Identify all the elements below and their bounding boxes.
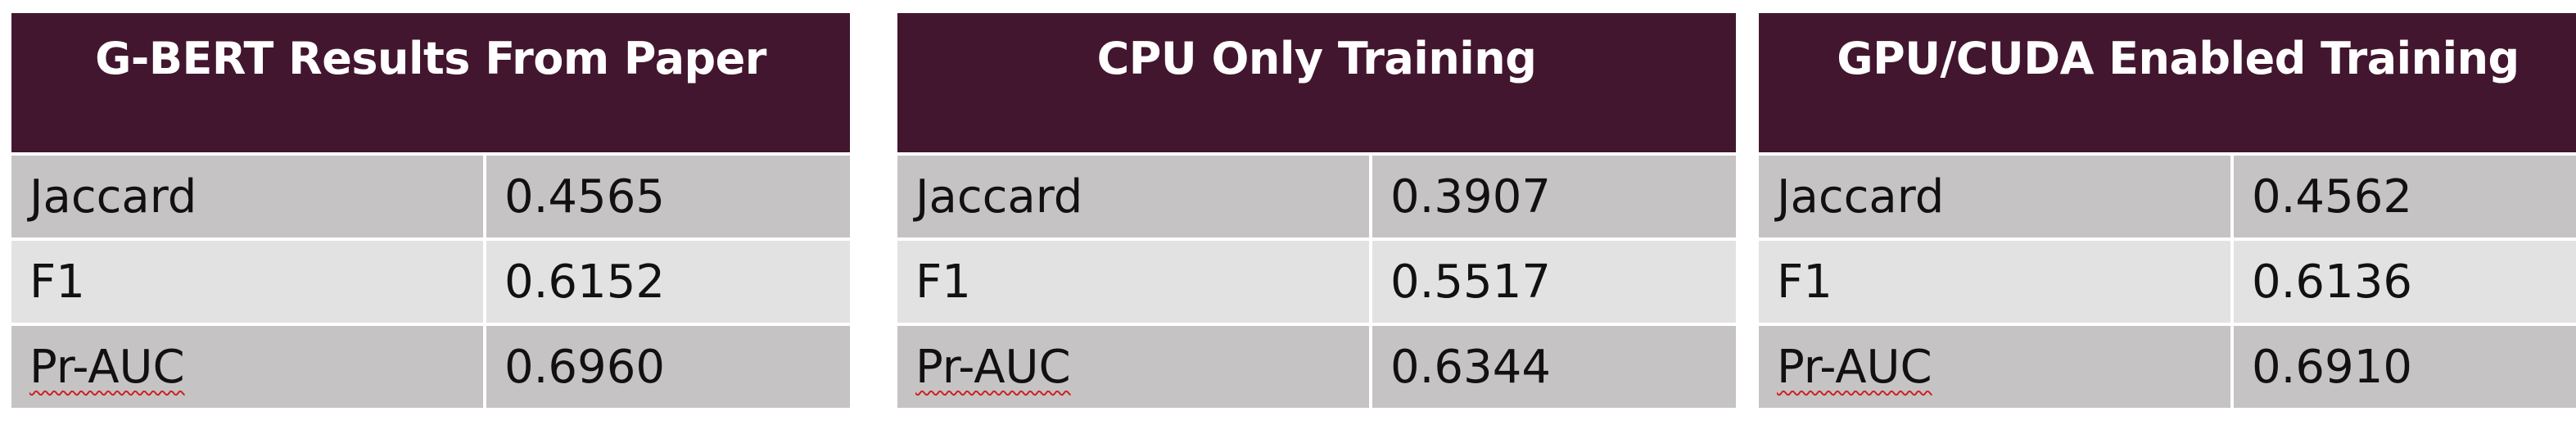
metric-value: 0.6344 (1369, 323, 1739, 411)
results-table-paper: G-BERT Results From Paper Jaccard 0.4565… (8, 10, 853, 411)
metric-value: 0.4562 (2230, 152, 2576, 241)
metric-value: 0.4565 (483, 152, 853, 241)
metric-name-text: Pr-AUC (915, 340, 1071, 394)
table-row: Pr-AUC 0.6960 (8, 323, 853, 411)
table-row: Jaccard 0.3907 (894, 152, 1739, 241)
metric-name: F1 (8, 237, 486, 326)
table-row: Pr-AUC 0.6344 (894, 323, 1739, 411)
metric-name: Pr-AUC (894, 323, 1372, 411)
table-row: Jaccard 0.4562 (1756, 152, 2576, 241)
metric-value: 0.5517 (1369, 237, 1739, 326)
metric-name: Pr-AUC (8, 323, 486, 411)
metric-value: 0.6960 (483, 323, 853, 411)
table-row: F1 0.6152 (8, 237, 853, 326)
metric-name: F1 (1756, 237, 2234, 326)
table-header: CPU Only Training (894, 10, 1739, 156)
results-table-cpu: CPU Only Training Jaccard 0.3907 F1 0.55… (894, 10, 1739, 411)
metric-name: Jaccard (894, 152, 1372, 241)
metric-value: 0.6136 (2230, 237, 2576, 326)
metric-value: 0.6152 (483, 237, 853, 326)
metric-name-text: Pr-AUC (29, 340, 185, 394)
metric-name-text: Pr-AUC (1777, 340, 1932, 394)
table-row: F1 0.6136 (1756, 237, 2576, 326)
results-table-gpu: GPU/CUDA Enabled Training Jaccard 0.4562… (1755, 10, 2576, 411)
metric-name: Pr-AUC (1756, 323, 2234, 411)
metric-name: Jaccard (8, 152, 486, 241)
table-row: Jaccard 0.4565 (8, 152, 853, 241)
table-header: GPU/CUDA Enabled Training (1755, 10, 2576, 156)
metric-name: Jaccard (1756, 152, 2234, 241)
table-row: Pr-AUC 0.6910 (1756, 323, 2576, 411)
table-row: F1 0.5517 (894, 237, 1739, 326)
table-header: G-BERT Results From Paper (8, 10, 853, 156)
metric-value: 0.3907 (1369, 152, 1739, 241)
metric-name: F1 (894, 237, 1372, 326)
metric-value: 0.6910 (2230, 323, 2576, 411)
table-header-row: GPU/CUDA Enabled Training (1755, 10, 2576, 156)
table-header-row: CPU Only Training (894, 10, 1739, 156)
table-header-row: G-BERT Results From Paper (8, 10, 853, 156)
